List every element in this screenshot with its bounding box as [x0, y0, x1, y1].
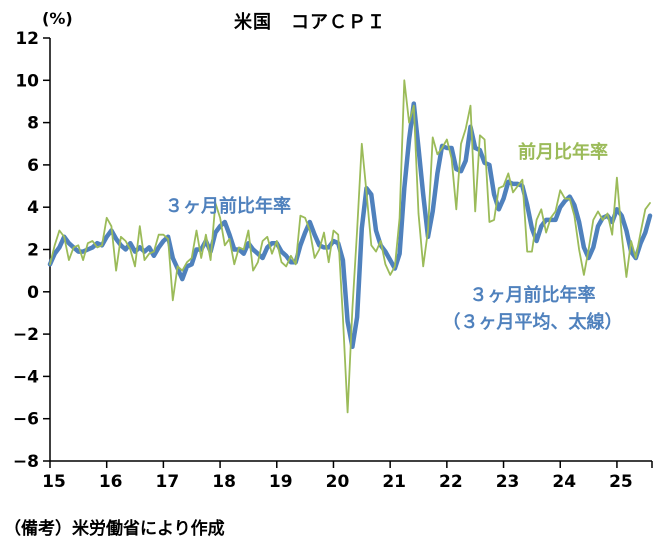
- y-tick-label: 4: [27, 198, 39, 218]
- x-tick-label: 22: [439, 472, 463, 492]
- label-3mo-avg-line2: （３ヶ月平均、太線）: [442, 312, 623, 333]
- chart-title: 米国 コアＣＰＩ: [234, 12, 386, 33]
- y-tick-label: 0: [27, 283, 39, 303]
- y-tick-label: 2: [27, 241, 39, 261]
- y-tick-label: −2: [13, 325, 39, 345]
- label-3mo-rate: ３ヶ月前比年率: [165, 196, 291, 217]
- x-tick-label: 18: [212, 472, 236, 492]
- x-tick-label: 23: [496, 472, 520, 492]
- y-tick-label: 8: [27, 114, 39, 134]
- label-3mo-avg-line1: ３ヶ月前比年率: [469, 285, 596, 306]
- label-monthly-rate: 前月比年率: [518, 142, 608, 163]
- x-tick-label: 25: [609, 472, 633, 492]
- x-tick-label: 15: [42, 472, 66, 492]
- x-tick-label: 24: [552, 472, 576, 492]
- y-tick-label: 6: [27, 156, 39, 176]
- x-tick-label: 19: [269, 472, 293, 492]
- y-tick-label: 10: [15, 71, 39, 91]
- x-tick-label: 16: [99, 472, 123, 492]
- y-tick-label: −8: [13, 452, 39, 472]
- label-3mo-avg-rate: ３ヶ月前比年率 （３ヶ月平均、太線）: [415, 282, 650, 336]
- x-tick-label: 21: [382, 472, 406, 492]
- source-note: （備考）米労働省により作成: [4, 519, 225, 539]
- x-tick-label: 20: [326, 472, 350, 492]
- y-tick-label: −6: [13, 410, 39, 430]
- line-monthly: [49, 79, 651, 414]
- y-tick-label: 12: [15, 29, 39, 49]
- x-tick-label: 17: [156, 472, 180, 492]
- y-tick-label: −4: [13, 367, 39, 387]
- y-axis-unit-label: (%): [42, 9, 73, 28]
